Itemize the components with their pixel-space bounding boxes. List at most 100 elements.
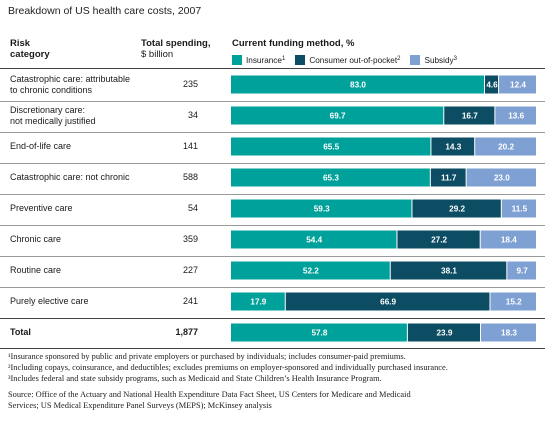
row-label: Routine care <box>10 265 140 276</box>
row-total-spending: 241 <box>182 295 198 306</box>
row-total-spending: 235 <box>182 78 198 89</box>
bar-segment-label: 18.4 <box>501 236 517 245</box>
bar-segment-consumer-out-of-pocket <box>407 323 480 342</box>
bar-segment-label: 57.8 <box>311 329 327 338</box>
row-label-line: Preventive care <box>10 203 73 213</box>
bar-segment-label: 9.7 <box>516 267 528 276</box>
bar-segment-insurance <box>231 137 431 156</box>
legend-swatch-insurance <box>232 55 242 65</box>
bar-segment-label: 23.9 <box>436 329 452 338</box>
row-divider <box>0 132 545 133</box>
footnote-1: ¹Insurance sponsored by public and priva… <box>8 352 406 361</box>
bar-segment-label: 83.0 <box>350 81 366 90</box>
row-label: Catastrophic care: not chronic <box>10 172 140 183</box>
chart-title: Breakdown of US health care costs, 2007 <box>8 5 202 17</box>
bar-segment-insurance <box>231 230 397 249</box>
row-total-spending: 54 <box>187 202 198 213</box>
legend-sup-out-of-pocket: 2 <box>397 56 401 62</box>
bar-segment-insurance <box>231 323 407 342</box>
row-divider <box>0 101 545 102</box>
bar-segment-subsidy <box>466 168 536 187</box>
row-label: Catastrophic care: attributable to chroni… <box>10 74 140 96</box>
bar-segment-subsidy <box>495 106 536 125</box>
bar-segment-insurance <box>231 261 390 280</box>
bar-segment-insurance <box>231 292 285 311</box>
funding-header: Current funding method, % <box>232 38 355 49</box>
legend: Insurance 1 Consumer out-of-pocket 2 Subsi… <box>232 54 467 66</box>
bar-segment-label: 27.2 <box>431 236 447 245</box>
row-total-spending: 588 <box>182 171 198 182</box>
bar-segment-label: 20.2 <box>498 143 514 152</box>
row-label: Total <box>10 327 140 338</box>
row-total-spending: 34 <box>187 109 198 120</box>
row-divider <box>0 225 545 226</box>
row-total-spending: 359 <box>182 233 198 244</box>
row-label: End-of-life care <box>10 141 140 152</box>
source-line-2: Services; US Medical Expenditure Panel S… <box>8 401 272 410</box>
bar-segment-label: 54.4 <box>306 236 322 245</box>
row-label-line: Routine care <box>10 265 62 275</box>
bar-segment-label: 29.2 <box>449 205 465 214</box>
bar-segment-consumer-out-of-pocket <box>285 292 490 311</box>
risk-header-line2: category <box>10 49 50 60</box>
bar-segment-consumer-out-of-pocket <box>390 261 507 280</box>
bar-segment-label: 15.2 <box>506 298 522 307</box>
source-line-1: Source: Office of the Actuary and Nation… <box>8 390 411 399</box>
row-label-line: Purely elective care <box>10 296 89 306</box>
bar-segment-consumer-out-of-pocket <box>397 230 480 249</box>
bar-segment-label: 14.3 <box>445 143 461 152</box>
legend-sup-subsidy: 3 <box>453 56 457 62</box>
bar-segment-label: 17.9 <box>250 298 266 307</box>
risk-header-line1: Risk <box>10 38 31 49</box>
bar-segment-label: 4.6 <box>486 81 498 90</box>
legend-label-subsidy: Subsidy <box>424 55 454 65</box>
bar-segment-insurance <box>231 75 484 94</box>
row-label: Discretionary care: not medically justifi… <box>10 105 140 127</box>
spending-header: Total spending, $ billion <box>141 38 211 60</box>
legend-swatch-out-of-pocket <box>295 55 306 65</box>
bar-segment-label: 13.6 <box>508 112 524 121</box>
bar-segment-subsidy <box>501 199 536 218</box>
bar-segment-label: 66.9 <box>380 298 396 307</box>
row-divider <box>0 287 545 288</box>
row-total-spending: 141 <box>182 140 198 151</box>
bar-segment-label: 38.1 <box>441 267 457 276</box>
legend-sup-insurance: 1 <box>281 56 286 62</box>
spending-header-line1: Total spending, <box>141 38 211 49</box>
risk-header: Risk category <box>10 38 50 60</box>
bottom-rule <box>0 348 545 349</box>
bar-segment-label: 59.3 <box>314 205 330 214</box>
row-label: Purely elective care <box>10 296 140 307</box>
footnote-3: ³Includes federal and state subsidy prog… <box>8 374 382 383</box>
bar-segment-label: 52.2 <box>303 267 319 276</box>
row-label-line: Catastrophic care: attributable <box>10 73 131 84</box>
legend-label-out-of-pocket: Consumer out-of-pocket <box>309 55 398 65</box>
legend-item-subsidy: Subsidy 3 <box>410 55 457 65</box>
bar-segment-subsidy <box>480 230 536 249</box>
bar-segment-label: 69.7 <box>330 112 346 121</box>
bar-segment-consumer-out-of-pocket <box>431 137 475 156</box>
row-total-spending: 227 <box>182 264 198 275</box>
legend-label-insurance: Insurance <box>246 55 282 65</box>
bar-segment-insurance <box>231 106 444 125</box>
row-label-line: to chronic conditions <box>10 84 93 95</box>
row-divider <box>0 318 545 319</box>
row-label-line: not medically justified <box>10 115 96 126</box>
bar-segment-subsidy <box>481 323 536 342</box>
row-label-line: Discretionary care: <box>10 104 86 115</box>
bar-segment-consumer-out-of-pocket <box>430 168 466 187</box>
bar-segment-insurance <box>231 168 430 187</box>
spending-header-line2: $ billion <box>141 49 174 60</box>
bar-segment-label: 11.5 <box>512 205 528 214</box>
legend-item-insurance: Insurance 1 <box>232 55 285 65</box>
bar-segment-label: 65.5 <box>323 143 339 152</box>
bar-segment-label: 11.7 <box>441 174 457 183</box>
header-rule <box>0 68 545 69</box>
bar-segment-subsidy <box>475 137 536 156</box>
bar-segment-label: 12.4 <box>510 81 526 90</box>
row-total-spending: 1,877 <box>175 326 198 337</box>
bar-segment-subsidy <box>499 75 536 94</box>
row-divider <box>0 194 545 195</box>
bar-segment-subsidy <box>507 261 536 280</box>
legend-item-out-of-pocket: Consumer out-of-pocket 2 <box>295 55 400 65</box>
